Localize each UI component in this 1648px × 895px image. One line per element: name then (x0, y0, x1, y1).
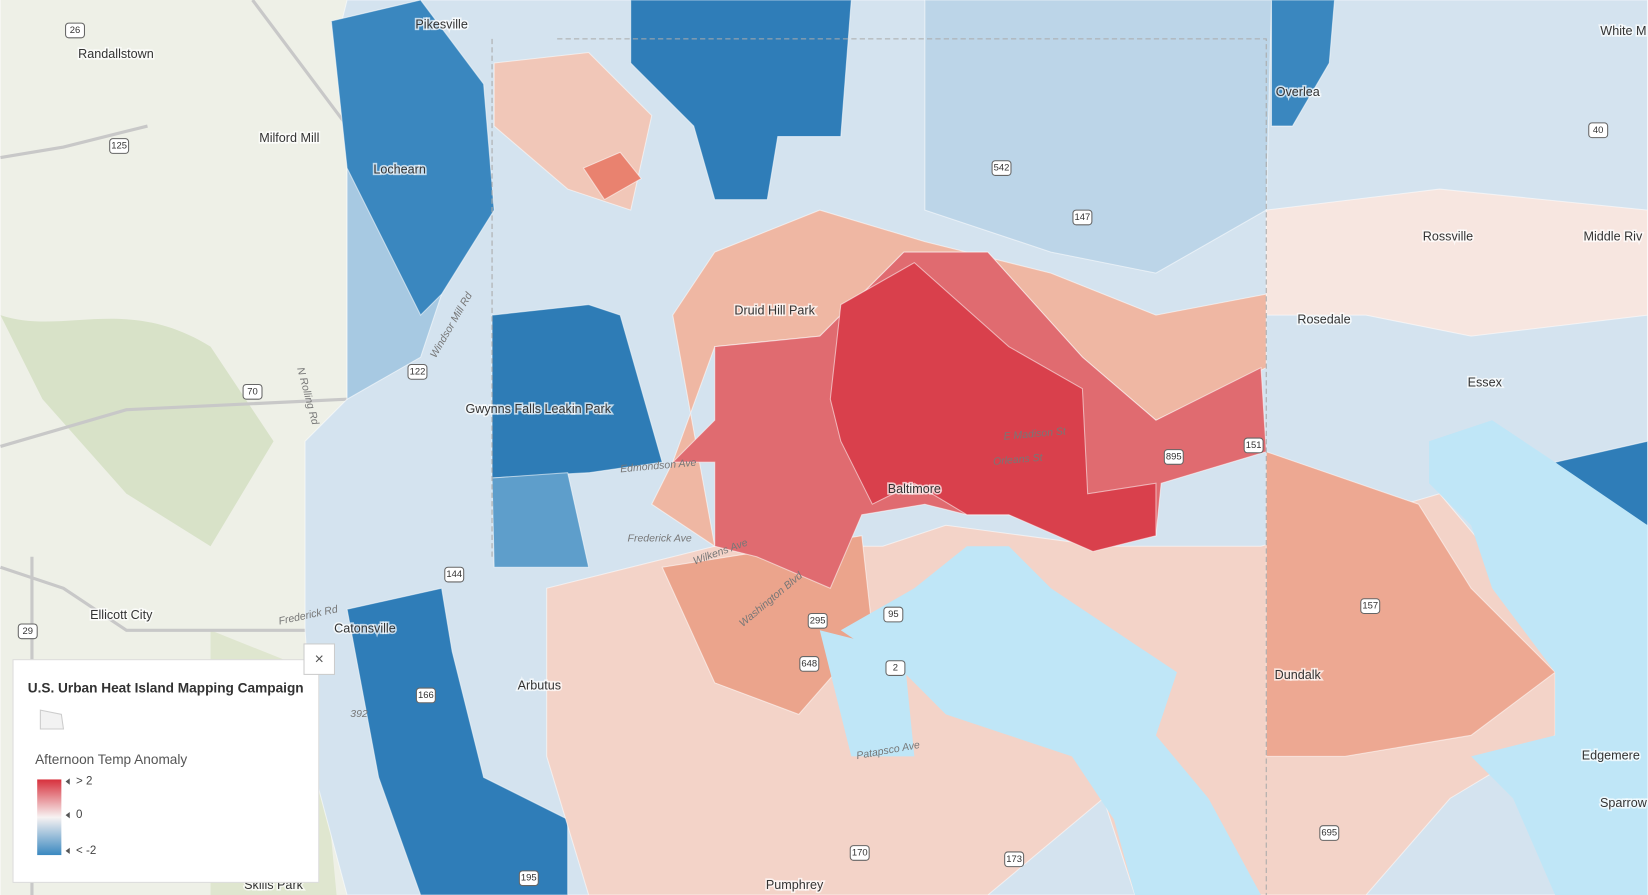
route-shield (1163, 449, 1184, 465)
place-label: Baltimore (888, 482, 941, 496)
route-number: 2 (893, 663, 898, 674)
place-label: Dundalk (1275, 668, 1322, 682)
layer-swatch (39, 709, 65, 730)
place-label: Milford Mill (259, 131, 319, 145)
route-number: 95 (888, 609, 899, 620)
route-number: 40 (1593, 125, 1604, 136)
route-number: 144 (446, 569, 462, 580)
route-shield (991, 160, 1012, 176)
place-label: Arbutus (518, 678, 561, 692)
legend-background (12, 659, 320, 883)
route-number: 295 (810, 615, 826, 626)
route-shield (1004, 851, 1025, 868)
place-label: Edgemere (1582, 749, 1640, 763)
route-number: 195 (521, 873, 537, 884)
street-label: Frederick Ave (628, 533, 692, 545)
color-ramp (37, 779, 62, 856)
route-number: 29 (22, 626, 32, 637)
route-number: 147 (1075, 212, 1091, 223)
legend-pointer (65, 778, 70, 855)
city-boundary (491, 38, 1267, 895)
route-shield (444, 566, 465, 583)
route-shield (109, 138, 130, 154)
legend-label: < -2 (76, 845, 96, 857)
route-number: 542 (994, 163, 1010, 174)
legend-layer: Afternoon Temp Anomaly (35, 752, 187, 767)
place-label: Lochearn (373, 163, 426, 177)
route-shield (1319, 825, 1340, 841)
route-number: 151 (1246, 440, 1262, 451)
route-number: 170 (852, 847, 868, 858)
place-label: Pikesville (415, 18, 468, 32)
route-shield (799, 656, 820, 672)
place-label: Catonsville (334, 622, 396, 636)
route-number: 648 (801, 658, 817, 669)
route-shield (849, 845, 870, 861)
route-number: 166 (418, 690, 434, 701)
legend-panel: × U.S. Urban Heat Island Mapping Campaig… (12, 643, 336, 883)
place-label: Ellicott City (90, 608, 153, 622)
place-label: Randallstown (78, 47, 154, 61)
route-number: 122 (410, 366, 426, 377)
route-number: 70 (247, 386, 258, 397)
route-shield (1243, 437, 1264, 454)
route-shield (1588, 122, 1609, 139)
street-label: E Madison St (1003, 425, 1067, 442)
close-icon[interactable]: × (315, 651, 324, 668)
choropleth (304, 0, 1648, 895)
route-number: 125 (111, 141, 127, 152)
place-label: Druid Hill Park (734, 303, 815, 317)
route-number: 173 (1006, 854, 1022, 865)
route-shield (1360, 598, 1381, 614)
place-label: Overlea (1276, 85, 1320, 99)
route-shield (883, 606, 904, 623)
elevation-label: 392 (350, 708, 368, 720)
place-label: Sparrow (1600, 796, 1648, 810)
route-shield (242, 383, 263, 400)
route-shield (17, 623, 38, 640)
place-label: Rossville (1423, 230, 1473, 244)
route-number: 157 (1362, 601, 1378, 612)
legend-label: 0 (76, 809, 82, 821)
place-label: Essex (1468, 376, 1503, 390)
route-number: 895 (1166, 451, 1182, 462)
route-number: 695 (1321, 828, 1337, 839)
street-label: Orleans St (993, 452, 1045, 468)
route-shield (407, 363, 428, 380)
route-shield (415, 687, 436, 704)
route-shield (1072, 209, 1093, 226)
close-button[interactable] (303, 643, 336, 675)
route-shield (885, 660, 906, 676)
place-label: Rosedale (1297, 313, 1350, 327)
route-number: 26 (70, 25, 81, 36)
legend-title: U.S. Urban Heat Island Mapping Campaign (28, 681, 304, 696)
legend-label: > 2 (76, 776, 92, 788)
route-shield (65, 22, 85, 39)
place-label: Gwynns Falls Leakin Park (465, 402, 611, 416)
route-shield (807, 612, 828, 629)
place-label: Middle Riv (1584, 230, 1643, 244)
route-shield (518, 870, 539, 887)
place-label: Pumphrey (766, 878, 824, 892)
place-label: White M (1600, 24, 1646, 38)
